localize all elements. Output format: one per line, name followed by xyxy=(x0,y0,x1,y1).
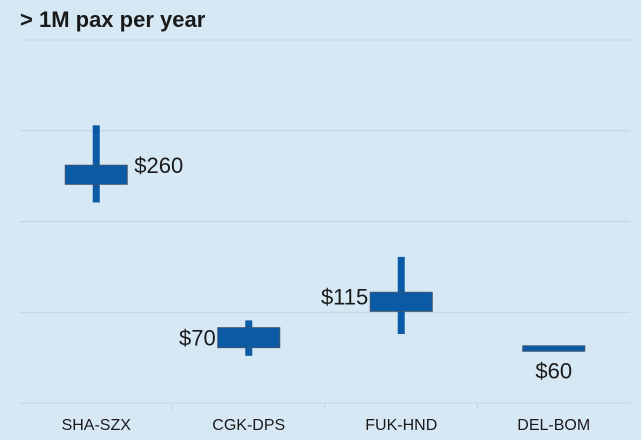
value-label: $60 xyxy=(535,358,572,383)
x-tick-label: FUK-HND xyxy=(365,417,437,434)
box xyxy=(369,291,433,312)
x-tick-label: DEL-BOM xyxy=(517,417,590,434)
box xyxy=(522,345,586,352)
x-tick-label: CGK-DPS xyxy=(212,417,285,434)
x-tick-label: SHA-SZX xyxy=(62,417,132,434)
box xyxy=(217,327,281,349)
chart-title: > 1M pax per year xyxy=(20,7,206,32)
value-label: $115 xyxy=(321,284,368,309)
whisker xyxy=(92,125,100,203)
value-label: $260 xyxy=(134,153,183,178)
box xyxy=(64,164,128,185)
value-label: $70 xyxy=(179,325,216,350)
